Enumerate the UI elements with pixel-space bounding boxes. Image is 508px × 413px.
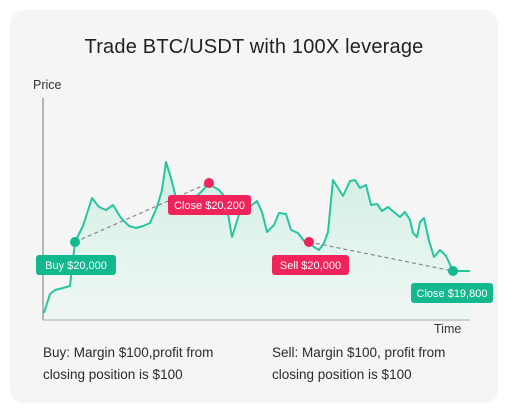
sell-caption: Sell: Margin $100, profit from closing p… — [272, 342, 472, 386]
buy-entry-label-text: Buy $20,000 — [45, 260, 107, 272]
sell-close-point — [448, 266, 458, 276]
price-line — [43, 161, 470, 314]
buy-close-label: Close $20,200 — [168, 195, 251, 215]
price-area — [44, 162, 470, 320]
sell-entry-label: Sell $20,000 — [272, 255, 349, 275]
buy-trade-line — [74, 182, 210, 243]
sell-caption-line-1: Sell: Margin $100, profit from — [272, 345, 446, 360]
y-axis-label: Price — [33, 78, 62, 92]
sell-close-label: Close $19,800 — [411, 283, 493, 303]
buy-caption-line-1: Buy: Margin $100,profit from — [43, 345, 214, 360]
sell-trade-line — [308, 241, 454, 272]
buy-entry-label: Buy $20,000 — [36, 255, 116, 275]
buy-caption-line-2: closing position is $100 — [43, 367, 183, 382]
buy-entry-point — [70, 237, 80, 247]
buy-close-point — [204, 178, 214, 188]
buy-caption: Buy: Margin $100,profit from closing pos… — [43, 342, 243, 386]
buy-close-label-text: Close $20,200 — [174, 200, 245, 212]
chart-title: Trade BTC/USDT with 100X leverage — [84, 36, 424, 58]
sell-entry-point — [304, 237, 314, 247]
sell-close-label-text: Close $19,800 — [417, 288, 488, 300]
sell-entry-label-text: Sell $20,000 — [280, 260, 341, 272]
x-axis-label: Time — [434, 322, 461, 336]
sell-caption-line-2: closing position is $100 — [272, 367, 412, 382]
